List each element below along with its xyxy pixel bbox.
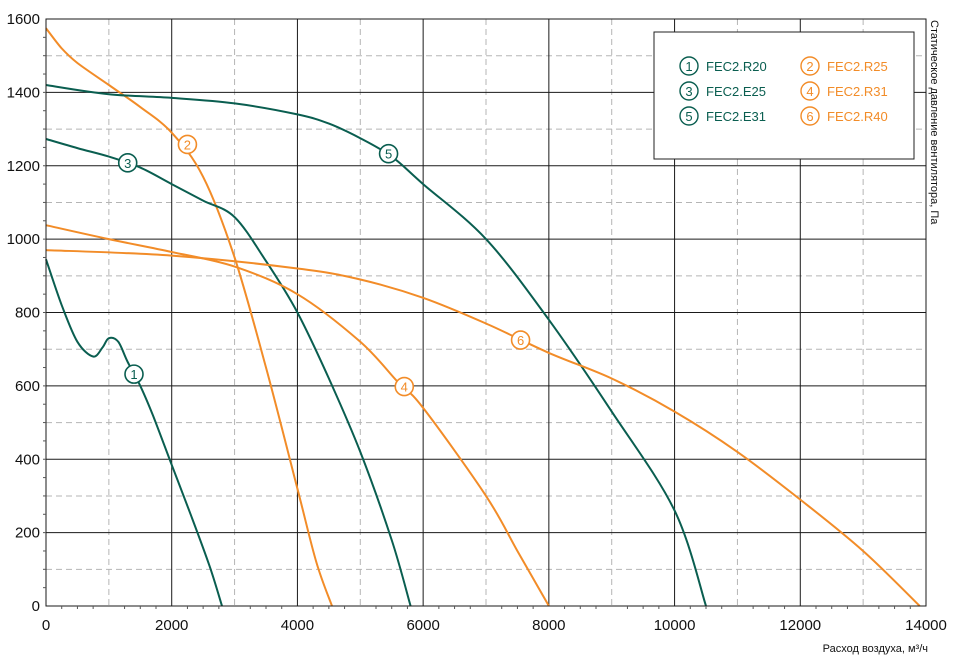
legend-item-2: 2 FEC2.R25 <box>800 56 888 76</box>
grid-layer <box>46 19 926 606</box>
y-tick-label: 1000 <box>7 231 40 248</box>
series-marker-circle <box>378 143 399 164</box>
y-tick-label: 1200 <box>7 158 40 175</box>
legend-marker <box>800 106 820 126</box>
series-marker-number: 5 <box>385 147 392 162</box>
legend-marker <box>800 81 820 101</box>
x-tick-label: 14000 <box>905 617 947 634</box>
x-tick-label: 0 <box>42 617 50 634</box>
series-line-1 <box>45 258 223 607</box>
legend-label: FEC2.E31 <box>706 109 766 124</box>
series-marker-number: 3 <box>124 156 131 171</box>
series-marker-3: 3 <box>117 153 138 173</box>
series-line-6 <box>45 249 921 607</box>
legend-label: FEC2.E25 <box>706 84 766 99</box>
series-layer <box>45 27 921 607</box>
series-marker-6: 6 <box>510 330 531 350</box>
legend-label: FEC2.R40 <box>827 109 888 124</box>
x-tick-label: 12000 <box>779 617 821 634</box>
series-marker-2: 2 <box>177 134 198 155</box>
series-marker-number: 1 <box>130 367 137 382</box>
legend-number: 3 <box>685 84 692 99</box>
series-line-4 <box>45 224 550 607</box>
axis-layer: 0 2000 4000 6000 8000 10000 12000 14000 0 200 400 6… <box>7 11 947 634</box>
legend-number: 2 <box>806 59 813 74</box>
series-marker-number: 2 <box>184 137 191 152</box>
series-marker-1: 1 <box>124 364 144 384</box>
legend-item-1: 1 FEC2.R20 <box>679 56 767 76</box>
legend: 1 FEC2.R20 2 FEC2.R25 3 FEC2.E25 4 FEC2.R31 5 FEC… <box>653 31 915 160</box>
legend-label: FEC2.R25 <box>827 59 888 74</box>
legend-item-3: 3 FEC2.E25 <box>679 81 766 101</box>
y-tick-label: 800 <box>15 305 40 322</box>
series-marker-circle <box>510 330 531 350</box>
y-tick-label: 200 <box>15 525 40 542</box>
y-tick-label: 600 <box>15 378 40 395</box>
x-tick-label: 10000 <box>654 617 696 634</box>
legend-number: 6 <box>806 109 813 124</box>
legend-item-4: 4 FEC2.R31 <box>800 81 888 101</box>
x-tick-label: 8000 <box>532 617 565 634</box>
legend-label: FEC2.R31 <box>827 84 888 99</box>
legend-marker <box>800 56 820 76</box>
series-line-2 <box>45 27 333 607</box>
x-tick-label: 6000 <box>406 617 439 634</box>
series-line-5 <box>45 84 707 607</box>
legend-marker <box>679 56 699 76</box>
series-marker-number: 6 <box>517 333 524 348</box>
legend-marker <box>679 81 699 101</box>
legend-item-6: 6 FEC2.R40 <box>800 106 888 126</box>
x-axis-title: Расход воздуха, м³/ч <box>823 643 928 655</box>
legend-label: FEC2.R20 <box>706 59 767 74</box>
series-marker-circle <box>394 376 415 397</box>
y-tick-label: 1400 <box>7 84 40 101</box>
legend-number: 5 <box>685 109 692 124</box>
series-marker-circle <box>124 364 144 384</box>
x-tick-label: 2000 <box>155 617 188 634</box>
series-marker-circle <box>117 153 138 173</box>
legend-number: 4 <box>806 84 813 99</box>
series-marker-circle <box>177 134 198 155</box>
y-tick-label: 0 <box>32 598 40 615</box>
legend-item-5: 5 FEC2.E31 <box>679 106 766 126</box>
legend-number: 1 <box>685 59 692 74</box>
y-tick-label: 1600 <box>7 11 40 28</box>
legend-marker <box>679 106 699 126</box>
x-tick-label: 4000 <box>281 617 314 634</box>
y-tick-label: 400 <box>15 451 40 468</box>
series-line-3 <box>45 138 412 607</box>
marker-layer: 1 2 3 4 5 6 <box>117 134 531 397</box>
series-marker-5: 5 <box>378 143 399 164</box>
series-marker-4: 4 <box>394 376 415 397</box>
series-marker-number: 4 <box>401 380 408 395</box>
y-axis-title: Статическое давление вентилятора, Па <box>928 20 940 225</box>
